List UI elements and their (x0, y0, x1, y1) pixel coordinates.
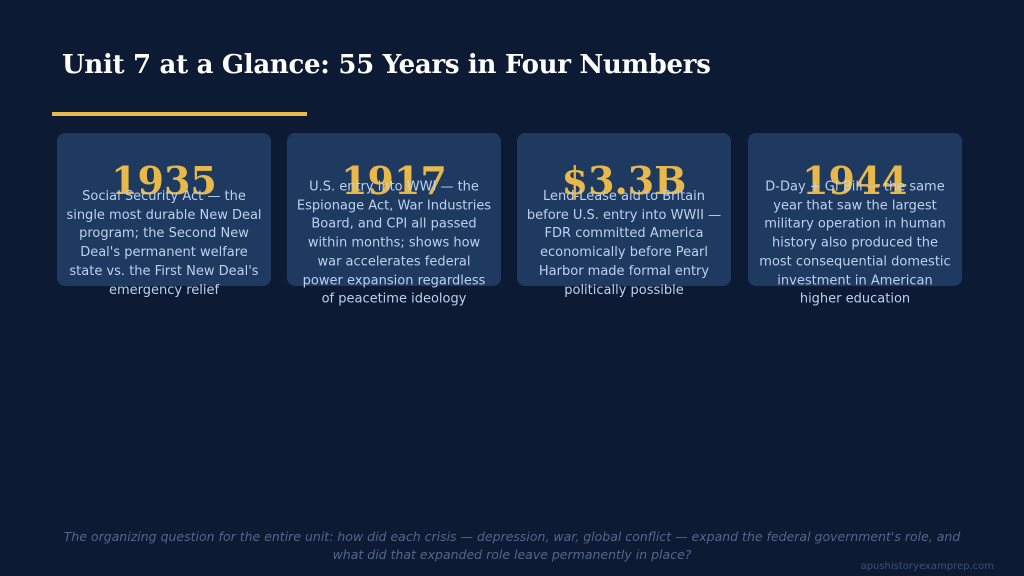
stat-card (517, 133, 731, 286)
accent-rule (52, 112, 307, 116)
stat-description: D-Day + GI Bill — the same year that saw… (759, 179, 951, 307)
slide-title: Unit 7 at a Glance: 55 Years in Four Num… (62, 50, 711, 80)
stat-card (748, 133, 962, 286)
source-credit: apushistoryexamprep.com (860, 561, 994, 572)
stat-description: Lend-Lease aid to Britain before U.S. en… (526, 188, 722, 298)
stat-number: 1917 (341, 158, 447, 203)
organizing-question: The organizing question for the entire u… (63, 529, 961, 562)
stat-card (287, 133, 501, 286)
stat-description: Social Security Act — the single most du… (66, 188, 262, 298)
stat-number: 1944 (802, 158, 908, 203)
stat-description: U.S. entry into WWI — the Espionage Act,… (296, 179, 492, 307)
stat-number: 1935 (111, 158, 217, 203)
stat-card (57, 133, 271, 286)
stat-number: $3.3B (561, 158, 687, 203)
